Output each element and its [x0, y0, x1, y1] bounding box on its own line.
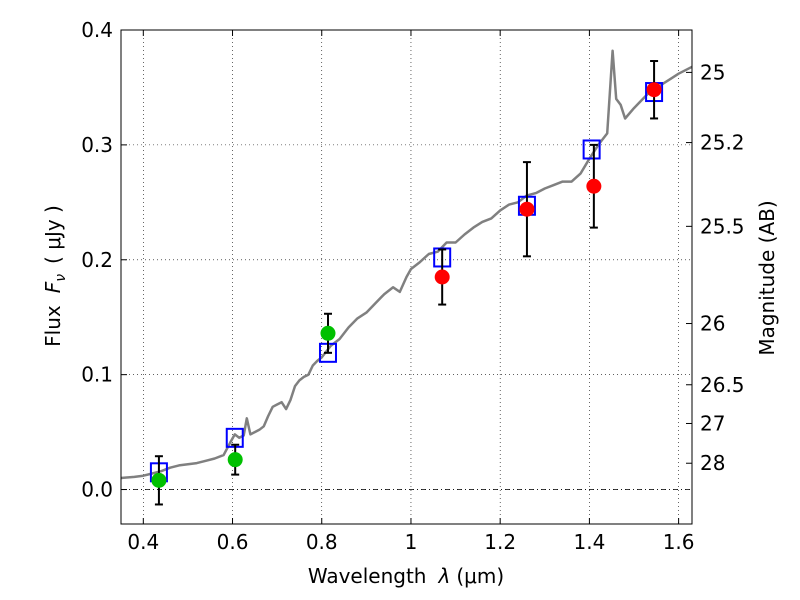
right-tick-label: 25.5 [700, 214, 745, 238]
y-tick-label: 0.0 [81, 478, 113, 502]
y-tick-label: 0.4 [81, 18, 113, 42]
green-data-point [151, 472, 167, 488]
right-axis-label: Magnitude (AB) [755, 200, 779, 355]
right-tick-label: 27 [700, 411, 725, 435]
x-tick-label: 1 [405, 530, 418, 554]
y-tick-label: 0.1 [81, 363, 113, 387]
y-axis-label-symbol: F [41, 281, 65, 293]
y-tick-label: 0.3 [81, 133, 113, 157]
spectrum-line [120, 49, 693, 480]
plot-frame [120, 29, 693, 525]
x-tick-label: 1.4 [573, 530, 605, 554]
x-axis-label: Wavelength λ (μm) [308, 564, 504, 588]
x-tick-label: 1.2 [484, 530, 516, 554]
y-tick-label: 0.2 [81, 248, 113, 272]
right-tick-label: 28 [700, 451, 725, 475]
spectrum-series [120, 49, 693, 480]
x-tick-label: 0.4 [127, 530, 159, 554]
y-axis-label: Flux Fν ( μJy ) [41, 205, 69, 347]
axis-ticks: 0.4 0.6 0.8 1 1.2 1.4 1.6 0.0 0.1 0.2 0.3 0.4 25 25.2… [81, 18, 744, 554]
x-axis-label-symbol: λ [438, 564, 451, 588]
x-tick-label: 0.6 [217, 530, 249, 554]
green-data-point [320, 325, 336, 341]
x-tick-label: 0.8 [306, 530, 338, 554]
right-tick-label: 26.5 [700, 373, 745, 397]
axis-labels: Wavelength λ (μm) Flux Fν ( μJy ) Magnitude … [41, 200, 779, 588]
y-axis-label-unit: ( μJy ) [41, 205, 65, 264]
x-tick-label: 1.6 [663, 530, 695, 554]
red-data-point [434, 269, 450, 285]
red-data-point [519, 201, 535, 217]
model-photometry-square [582, 139, 601, 160]
x-axis-label-unit: (μm) [456, 564, 504, 588]
right-tick-label: 25 [700, 60, 725, 84]
green-data-point [227, 452, 243, 468]
red-data-point [646, 82, 662, 98]
y-axis-label-subscript: ν [53, 274, 69, 282]
right-tick-label: 25.2 [700, 131, 745, 155]
red-data-point [586, 178, 602, 194]
right-tick-label: 26 [700, 312, 725, 336]
y-axis-label-text: Flux [41, 305, 65, 347]
x-axis-label-text: Wavelength [308, 564, 427, 588]
photometry-markers [149, 60, 664, 506]
